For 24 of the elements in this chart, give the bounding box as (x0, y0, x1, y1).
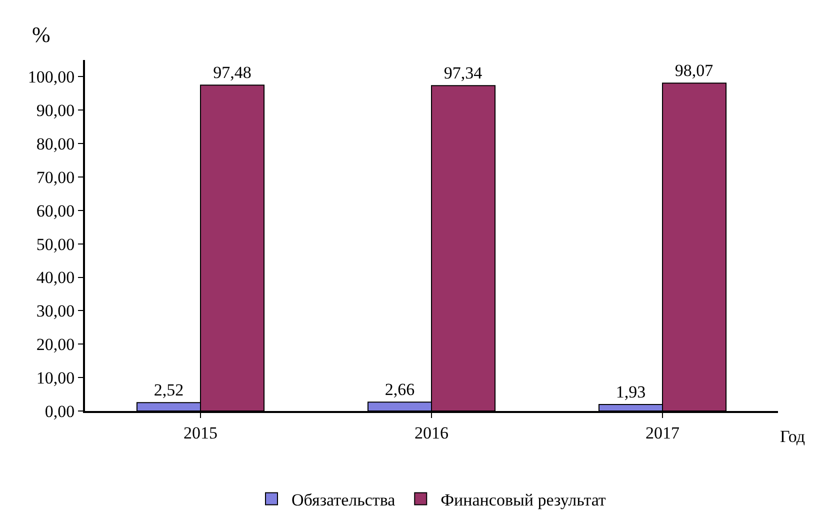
legend-label: Обязательства (292, 490, 396, 510)
x-tick-label: 2017 (646, 423, 680, 442)
x-tick-label: 2015 (184, 423, 218, 442)
y-tick-label: 30,00 (36, 302, 75, 321)
y-tick-label: 70,00 (36, 168, 75, 187)
data-label: 97,48 (213, 63, 252, 82)
y-tick-label: 40,00 (36, 268, 75, 288)
y-tick-label: 90,00 (36, 101, 75, 120)
data-label: 2,52 (154, 380, 184, 400)
y-tick-label: 20,00 (36, 335, 75, 354)
data-label: 1,93 (616, 382, 646, 402)
x-axis-title: Год (780, 427, 806, 446)
y-tick-label: 10,00 (36, 368, 75, 388)
y-tick-label: 0,00 (44, 402, 75, 421)
data-label: 97,34 (444, 64, 483, 83)
legend-label: Финансовый результат (440, 490, 606, 510)
data-label: 98,07 (674, 61, 714, 80)
x-tick-label: 2016 (414, 423, 448, 442)
y-tick-label: 80,00 (36, 134, 75, 154)
data-label: 2,66 (384, 380, 415, 400)
y-tick-label: 50,00 (36, 234, 75, 254)
y-tick-label: 60,00 (36, 201, 75, 220)
y-tick-label: 100,00 (28, 68, 75, 87)
y-axis-title: % (32, 22, 50, 47)
